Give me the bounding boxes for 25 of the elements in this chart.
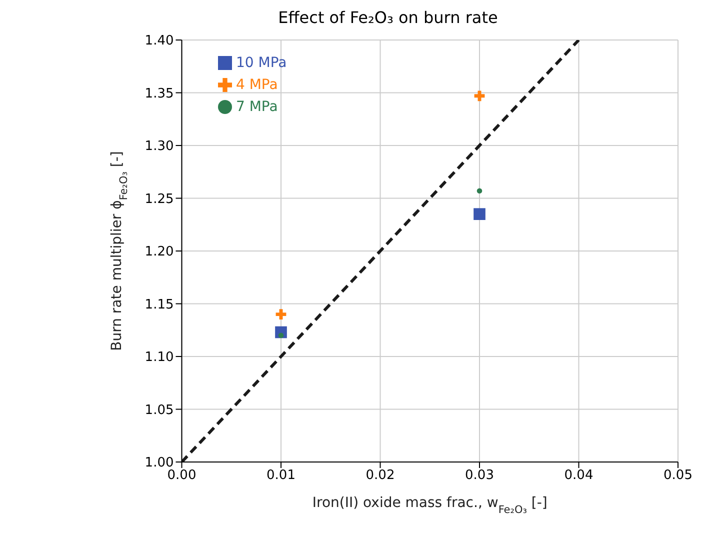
legend-label: 4 MPa bbox=[236, 77, 278, 93]
x-tick-label: 0.00 bbox=[167, 468, 196, 484]
x-tick-label: 0.05 bbox=[664, 468, 692, 484]
point bbox=[474, 90, 485, 102]
legend-label: 7 MPa bbox=[236, 99, 278, 115]
y-tick-label: 1.10 bbox=[144, 350, 174, 366]
x-tick-label: 0.04 bbox=[564, 468, 594, 484]
x-tick-label: 0.03 bbox=[465, 468, 494, 484]
legend-label: 10 MPa bbox=[236, 55, 287, 71]
y-tick-label: 1.30 bbox=[144, 139, 174, 154]
x-tick-label: 0.02 bbox=[366, 468, 395, 484]
point bbox=[276, 309, 286, 320]
y-tick-label: 1.00 bbox=[144, 456, 174, 471]
point bbox=[278, 332, 284, 338]
y-tick-label: 1.25 bbox=[144, 192, 174, 207]
x-tick-label: 0.01 bbox=[266, 468, 296, 484]
y-tick-label: 1.05 bbox=[144, 402, 174, 418]
y-tick-label: 1.15 bbox=[144, 297, 174, 312]
point bbox=[474, 208, 486, 220]
y-tick-label: 1.20 bbox=[144, 244, 174, 260]
point bbox=[476, 188, 482, 194]
y-tick-label: 1.40 bbox=[144, 34, 174, 49]
y-tick-label: 1.35 bbox=[144, 86, 174, 102]
chart-title: Effect of Fe₂O₃ on burn rate bbox=[277, 8, 499, 29]
x-axis-title: Iron(II) oxide mass frac., w$_{Fe₂O₃}$ [-] bbox=[312, 495, 548, 516]
